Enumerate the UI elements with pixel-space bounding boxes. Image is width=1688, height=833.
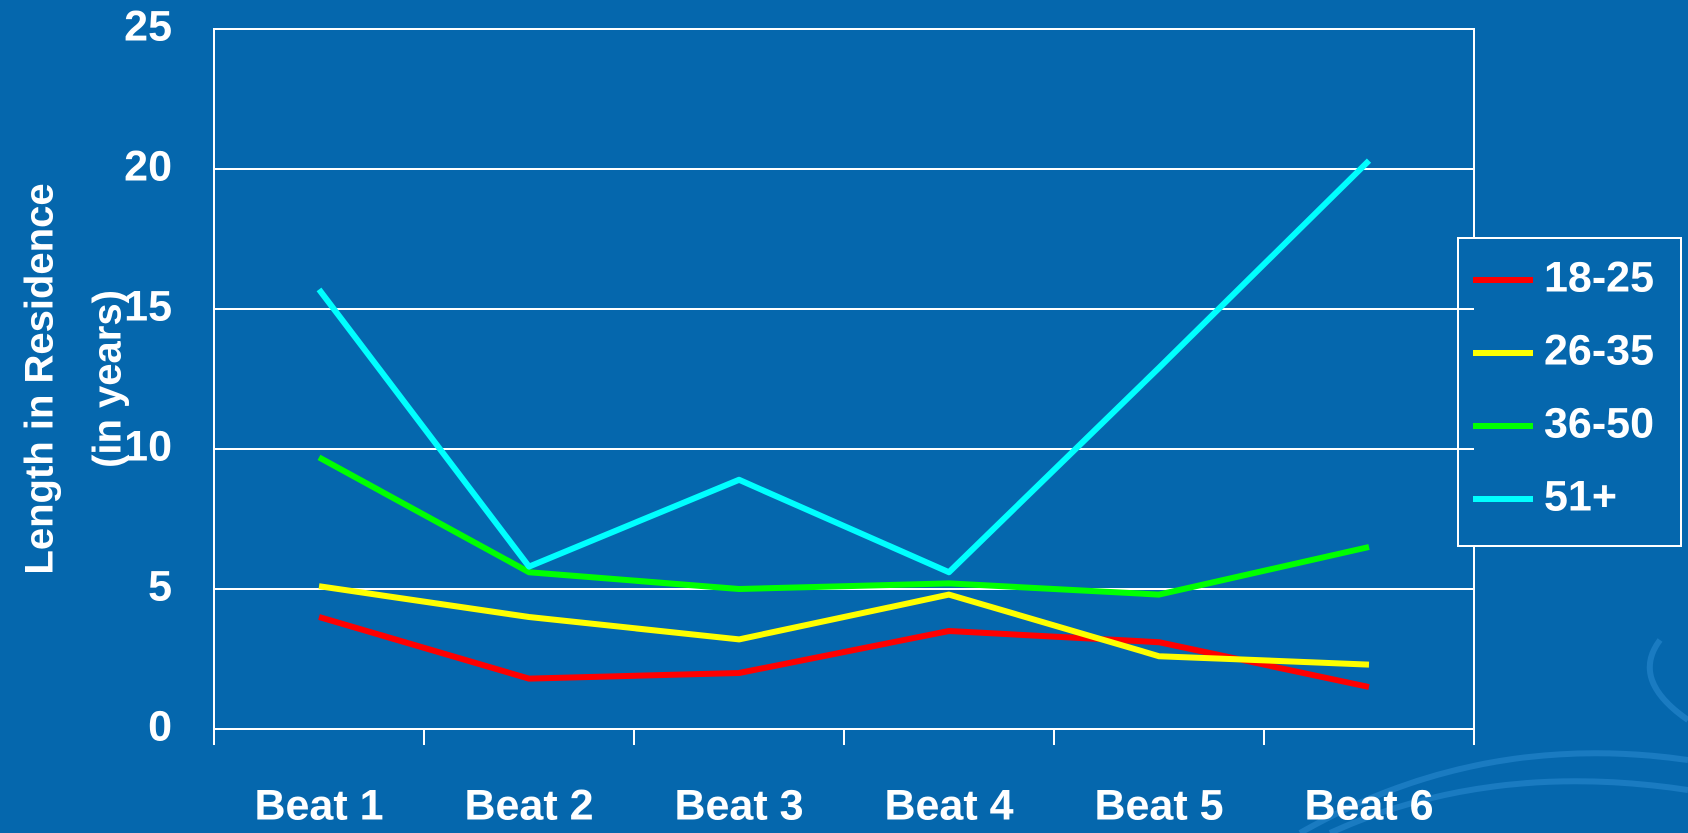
x-tick-label: Beat 6: [1304, 781, 1433, 829]
x-tick-label: Beat 1: [254, 781, 383, 829]
legend-label: 18-25: [1544, 253, 1654, 301]
x-tick-label: Beat 5: [1094, 781, 1223, 829]
legend-label: 36-50: [1544, 399, 1654, 447]
series-line: [317, 454, 1370, 598]
y-tick-label: 10: [124, 422, 172, 470]
y-axis-label: Length in Residence: [18, 183, 62, 574]
x-tick-label: Beat 4: [884, 781, 1013, 829]
y-tick-label: 0: [148, 702, 172, 750]
decoration: [1298, 638, 1688, 833]
legend-label: 51+: [1544, 472, 1617, 520]
y-axis-label: (in years): [86, 290, 130, 468]
y-tick-label: 5: [148, 562, 172, 610]
x-tick-label: Beat 2: [464, 781, 593, 829]
y-tick-label: 15: [124, 282, 172, 330]
series-line: [316, 158, 1372, 576]
plot-area: [213, 28, 1475, 730]
y-tick-label: 20: [124, 142, 172, 190]
legend-label: 26-35: [1544, 326, 1654, 374]
series-line: [318, 583, 1370, 668]
y-tick-label: 25: [124, 2, 172, 50]
series-line: [318, 614, 1370, 690]
x-tick-label: Beat 3: [674, 781, 803, 829]
legend-box: [1457, 237, 1682, 547]
